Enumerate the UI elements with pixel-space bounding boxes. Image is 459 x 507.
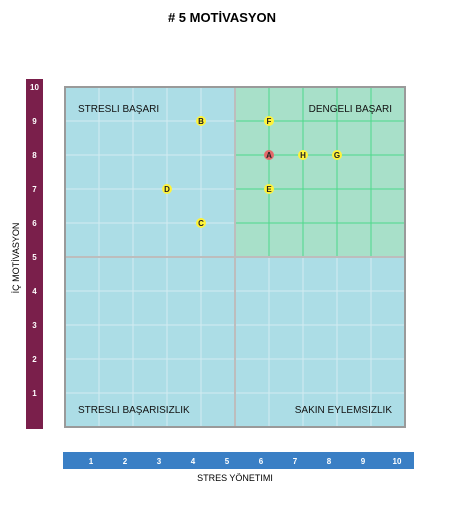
data-point-b: B bbox=[196, 116, 206, 126]
y-tick-label: 7 bbox=[32, 185, 37, 194]
data-point-marker bbox=[264, 116, 274, 126]
y-axis: 1 2 3 4 5 6 7 8 9 10 bbox=[26, 79, 43, 429]
data-point-d: D bbox=[162, 184, 172, 194]
x-tick-label: 7 bbox=[293, 457, 298, 466]
y-tick-label: 10 bbox=[30, 83, 39, 92]
data-point-f: F bbox=[264, 116, 274, 126]
data-point-label: F bbox=[267, 117, 272, 126]
x-axis-bar bbox=[63, 452, 414, 469]
top-right-quadrant-background bbox=[235, 87, 405, 257]
x-tick-label: 2 bbox=[123, 457, 128, 466]
x-axis: 1 2 3 4 5 6 7 8 9 10 bbox=[63, 452, 414, 469]
x-tick-label: 6 bbox=[259, 457, 264, 466]
data-point-marker bbox=[196, 116, 206, 126]
y-tick-label: 5 bbox=[32, 253, 37, 262]
chart-title: # 5 MOTİVASYON bbox=[168, 10, 276, 25]
data-point-label: B bbox=[198, 117, 204, 126]
x-tick-label: 3 bbox=[157, 457, 162, 466]
data-point-a: A bbox=[264, 150, 274, 160]
x-tick-label: 1 bbox=[89, 457, 94, 466]
x-tick-label: 8 bbox=[327, 457, 332, 466]
x-tick-label: 4 bbox=[191, 457, 196, 466]
data-point-marker bbox=[264, 150, 274, 160]
data-point-h: H bbox=[298, 150, 308, 160]
x-tick-label: 5 bbox=[225, 457, 230, 466]
y-tick-label: 1 bbox=[32, 389, 37, 398]
data-point-e: E bbox=[264, 184, 274, 194]
data-point-label: A bbox=[266, 151, 272, 160]
x-axis-title: STRES YÖNETIMI bbox=[197, 473, 273, 483]
quadrant-label-bottom-left: STRESLI BAŞARISIZLIK bbox=[78, 405, 190, 416]
data-point-label: G bbox=[334, 151, 340, 160]
data-point-marker bbox=[196, 218, 206, 228]
quadrant-label-top-right: DENGELI BAŞARI bbox=[309, 104, 392, 115]
plot-border bbox=[64, 86, 406, 428]
data-point-marker bbox=[298, 150, 308, 160]
y-tick-label: 9 bbox=[32, 117, 37, 126]
data-point-marker bbox=[264, 184, 274, 194]
data-point-g: G bbox=[332, 150, 342, 160]
data-points: A B C D E F G H bbox=[162, 116, 342, 228]
x-tick-label: 10 bbox=[393, 457, 402, 466]
y-tick-label: 8 bbox=[32, 151, 37, 160]
quadrant-labels: STRESLI BAŞARI DENGELI BAŞARI STRESLI BAŞA… bbox=[78, 104, 392, 416]
quadrant-label-top-left: STRESLI BAŞARI bbox=[78, 104, 159, 115]
y-axis-title: İÇ MOTİVASYON bbox=[11, 223, 21, 294]
data-point-marker bbox=[162, 184, 172, 194]
data-point-label: D bbox=[164, 185, 170, 194]
grid bbox=[64, 86, 406, 428]
y-axis-bar bbox=[26, 79, 43, 429]
y-tick-label: 6 bbox=[32, 219, 37, 228]
data-point-label: C bbox=[198, 219, 204, 228]
data-point-marker bbox=[332, 150, 342, 160]
data-point-label: E bbox=[266, 185, 272, 194]
x-tick-label: 9 bbox=[361, 457, 366, 466]
y-tick-label: 4 bbox=[32, 287, 37, 296]
quadrant-label-bottom-right: SAKIN EYLEMSIZLIK bbox=[295, 405, 393, 416]
data-point-label: H bbox=[300, 151, 306, 160]
y-tick-label: 3 bbox=[32, 321, 37, 330]
data-point-c: C bbox=[196, 218, 206, 228]
y-tick-label: 2 bbox=[32, 355, 37, 364]
